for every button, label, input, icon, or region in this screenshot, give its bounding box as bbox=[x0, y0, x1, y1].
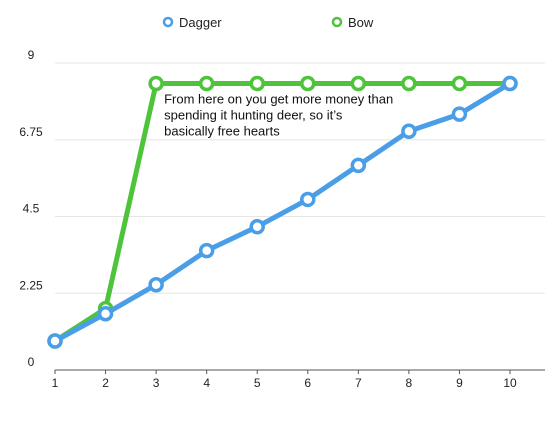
data-point-dagger-6 bbox=[300, 191, 316, 208]
data-point-dagger-9 bbox=[451, 106, 468, 122]
y-tick-label-1: 2.25 bbox=[19, 278, 43, 292]
annotation: From here on you get more money thanspen… bbox=[164, 91, 393, 138]
axes bbox=[54, 369, 545, 374]
x-tick-label-9: 10 bbox=[503, 376, 517, 390]
data-point-dagger-3 bbox=[148, 276, 164, 293]
data-point-dagger-5 bbox=[249, 218, 265, 235]
x-tick-label-5: 6 bbox=[304, 376, 311, 390]
x-tick-label-8: 9 bbox=[456, 376, 463, 390]
x-tick-label-7: 8 bbox=[406, 376, 413, 390]
series-line-dagger bbox=[52, 80, 513, 344]
data-point-dagger-8 bbox=[401, 123, 417, 139]
y-tick-label-3: 6.75 bbox=[19, 125, 43, 139]
data-point-bow-8 bbox=[401, 75, 417, 92]
data-point-dagger-1 bbox=[47, 333, 63, 349]
x-tick-label-3: 4 bbox=[203, 376, 210, 390]
legend: Dagger Bow bbox=[162, 15, 374, 30]
y-tick-labels: 0 2.25 4.5 6.75 9 bbox=[19, 48, 43, 369]
legend-marker-bow bbox=[331, 16, 343, 28]
x-tick-label-4: 5 bbox=[254, 376, 261, 390]
legend-label-bow: Bow bbox=[348, 15, 374, 30]
y-tick-label-4: 9 bbox=[28, 48, 35, 62]
data-point-dagger-10 bbox=[502, 75, 518, 92]
legend-label-dagger: Dagger bbox=[179, 15, 222, 30]
data-point-bow-6 bbox=[300, 75, 316, 92]
data-point-dagger-2 bbox=[97, 305, 114, 322]
x-tick-label-0: 1 bbox=[52, 376, 59, 390]
annotation-line-0: From here on you get more money than bbox=[164, 91, 393, 106]
data-point-dagger-7 bbox=[350, 157, 367, 174]
data-point-dagger-4 bbox=[198, 242, 215, 259]
data-point-bow-9 bbox=[451, 75, 468, 92]
y-tick-label-2: 4.5 bbox=[23, 202, 40, 216]
y-tick-label-0: 0 bbox=[28, 355, 35, 369]
x-tick-label-1: 2 bbox=[102, 376, 109, 390]
data-point-bow-7 bbox=[350, 75, 367, 92]
annotation-line-1: spending it hunting deer, so it’s bbox=[164, 107, 343, 122]
grid-lines bbox=[55, 62, 545, 294]
data-point-bow-5 bbox=[249, 75, 265, 92]
x-tick-label-6: 7 bbox=[355, 376, 362, 390]
data-point-bow-3 bbox=[148, 75, 164, 92]
annotation-line-2: basically free hearts bbox=[164, 123, 280, 138]
series-line-bow bbox=[52, 80, 513, 344]
x-tick-label-2: 3 bbox=[153, 376, 160, 390]
legend-marker-dagger bbox=[162, 16, 174, 28]
series-group bbox=[47, 75, 518, 349]
data-point-bow-4 bbox=[198, 75, 215, 92]
x-tick-labels: 1 2 3 4 5 6 7 8 9 10 bbox=[52, 376, 517, 390]
